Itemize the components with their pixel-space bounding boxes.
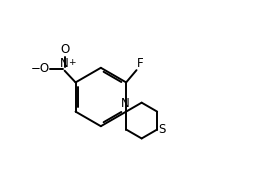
Text: N: N [60, 57, 69, 70]
Text: F: F [137, 57, 144, 70]
Text: O: O [60, 43, 69, 56]
Text: −O: −O [31, 62, 50, 75]
Text: +: + [68, 58, 75, 67]
Text: S: S [159, 123, 166, 136]
Text: N: N [121, 97, 130, 110]
